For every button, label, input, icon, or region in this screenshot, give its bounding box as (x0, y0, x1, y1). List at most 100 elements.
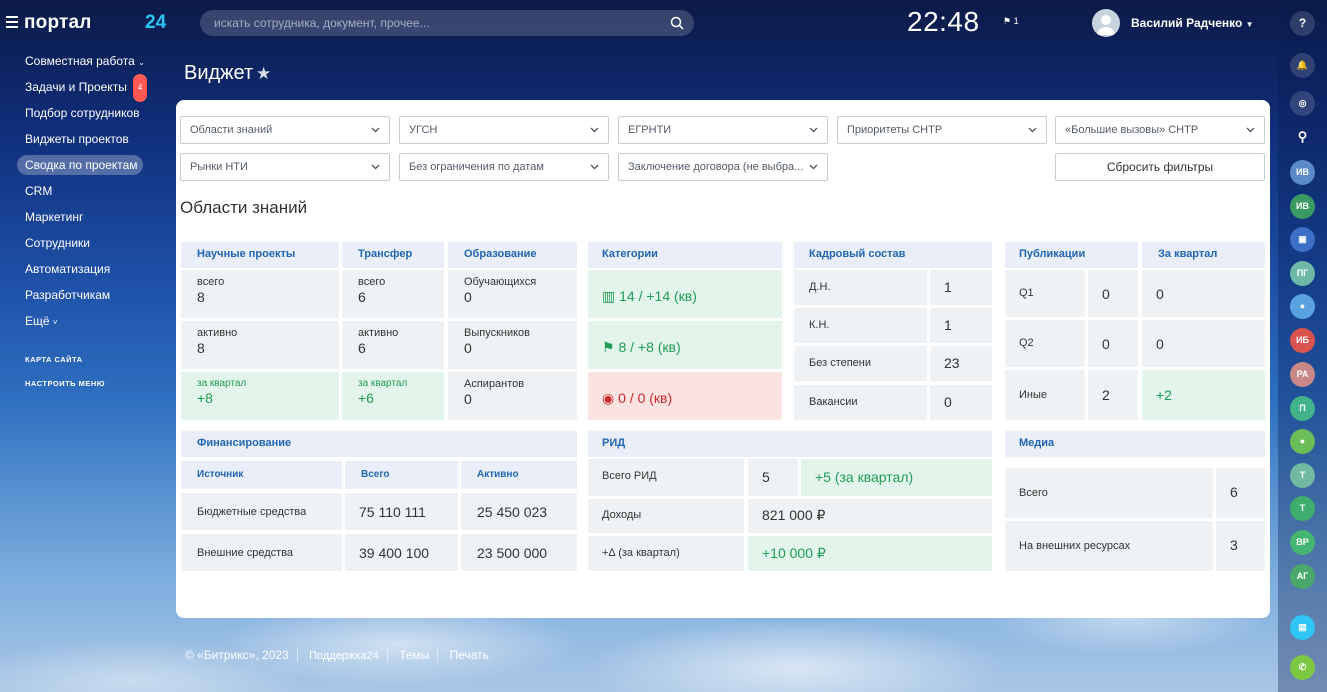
contact-avatar[interactable]: П (1290, 396, 1315, 421)
transfer-quarter-label: за квартал (358, 378, 408, 389)
staff-value: 1 (930, 270, 992, 305)
sidebar-item-more[interactable]: Ещё ˅ (0, 308, 175, 334)
staff-label: Без степени (794, 346, 927, 381)
finance-source: Внешние средства (181, 534, 342, 571)
favorite-star-icon[interactable]: ★ (256, 64, 272, 83)
pubs-quarter-value: +2 (1142, 370, 1265, 420)
phone-icon[interactable]: ✆ (1290, 655, 1315, 680)
education-graduates-value: 0 (464, 340, 472, 356)
rid-delta-value: +10 000 ₽ (762, 545, 826, 561)
science-quarter-value: +8 (197, 390, 213, 406)
flag-count: 1 (1013, 16, 1019, 26)
pubs-value: 0 (1088, 320, 1138, 367)
science-total-cell: всего 8 (181, 270, 339, 318)
contact-avatar[interactable]: ИБ (1290, 328, 1315, 353)
user-avatar[interactable] (1092, 9, 1120, 37)
filter-dates[interactable]: Без ограничения по датам (399, 153, 609, 181)
divider (437, 648, 439, 662)
sidebar-item-employees[interactable]: Сотрудники (0, 230, 175, 256)
finance-active: 25 450 023 (461, 493, 577, 530)
education-graduates-label: Выпускников (464, 327, 531, 339)
science-active-label: активно (197, 327, 238, 339)
print-link[interactable]: Печать (449, 648, 489, 662)
contact-avatar[interactable]: ИВ (1290, 194, 1315, 219)
search-box[interactable] (200, 10, 694, 36)
filter-egrnti[interactable]: ЕГРНТИ (618, 116, 828, 144)
finance-col-source: Источник (181, 461, 342, 489)
chevron-down-icon (1246, 127, 1255, 133)
filter-contract[interactable]: Заключение договора (не выбра... (618, 153, 828, 181)
group-icon[interactable]: ● (1290, 429, 1315, 454)
sidebar-item-label: Автоматизация (25, 262, 111, 276)
divider (386, 648, 388, 662)
sidebar-item-label: Маркетинг (25, 210, 84, 224)
footer: © «Битрикс», 2023 Поддержка24 Темы Печат… (185, 648, 497, 662)
chevron-down-icon (371, 164, 380, 170)
sitemap-link[interactable]: КАРТА САЙТА (25, 355, 83, 364)
filter-nti-markets[interactable]: Рынки НТИ (180, 153, 390, 181)
filter-big-challenges[interactable]: «Большие вызовы» СНТР (1055, 116, 1265, 144)
transfer-active-value: 6 (358, 340, 366, 356)
filter-ugsn[interactable]: УГСН (399, 116, 609, 144)
sidebar-item-automation[interactable]: Автоматизация (0, 256, 175, 282)
category-green-1: ▥ 14 / +14 (кв) (588, 270, 782, 318)
themes-link[interactable]: Темы (399, 648, 430, 662)
media-header: Медиа (1005, 431, 1265, 457)
sidebar-item-summary[interactable]: Сводка по проектам (0, 152, 175, 178)
sidebar-item-marketing[interactable]: Маркетинг (0, 204, 175, 230)
sidebar-item-label: Совместная работа (25, 54, 135, 68)
flag-indicator[interactable]: ⚑ 1 (1003, 16, 1019, 27)
counter-badge: 4 (132, 74, 148, 102)
staff-label: Вакансии (794, 385, 927, 420)
support-link[interactable]: Поддержка24 (309, 650, 379, 662)
chevron-down-icon (809, 127, 818, 133)
user-name[interactable]: Василий Радченко ▼ (1131, 16, 1254, 30)
contact-avatar[interactable]: Т (1290, 463, 1315, 488)
search-input[interactable] (200, 10, 694, 36)
sidebar-item-developers[interactable]: Разработчикам (0, 282, 175, 308)
group-icon[interactable]: ● (1290, 294, 1315, 319)
rid-label: +Δ (за квартал) (588, 536, 744, 571)
search-icon[interactable]: ⚲ (1297, 129, 1308, 144)
menu-icon[interactable] (6, 16, 18, 28)
science-total-value: 8 (197, 289, 205, 305)
education-postgrad-cell: Аспирантов 0 (448, 372, 577, 420)
filter-sntr-priorities[interactable]: Приоритеты СНТР (837, 116, 1047, 144)
staff-header: Кадровый состав (794, 242, 992, 268)
science-active-value: 8 (197, 340, 205, 356)
category-red: ◉ 0 / 0 (кв) (588, 372, 782, 420)
portal-logo-24[interactable]: 24 (145, 12, 167, 33)
filter-label: «Большие вызовы» СНТР (1065, 124, 1199, 136)
pubs-header: Публикации (1005, 242, 1138, 268)
sidebar-item-hiring[interactable]: Подбор сотрудников (0, 100, 175, 126)
contact-avatar[interactable]: ИВ (1290, 160, 1315, 185)
filter-label: УГСН (409, 124, 438, 136)
right-panel: ? 🔔 ◎ ⚲ ИВ ИВ ▣ ПГ ● ИБ РА П ● Т Т ВР АГ… (1278, 0, 1327, 692)
sidebar-item-tasks[interactable]: Задачи и Проекты 4 (0, 74, 175, 102)
contacts-icon[interactable]: ▤ (1290, 615, 1315, 640)
filter-knowledge-areas[interactable]: Области знаний (180, 116, 390, 144)
contact-avatar[interactable]: ВР (1290, 530, 1315, 555)
sidebar-item-crm[interactable]: CRM (0, 178, 175, 204)
search-icon[interactable] (670, 16, 684, 30)
transfer-quarter-cell: за квартал +6 (342, 372, 444, 420)
sidebar-item-widgets[interactable]: Виджеты проектов (0, 126, 175, 152)
reset-filters-button[interactable]: Сбросить фильтры (1055, 153, 1265, 181)
chat-icon[interactable]: ◎ (1290, 91, 1315, 116)
finance-source: Бюджетные средства (181, 493, 342, 530)
configure-menu-link[interactable]: НАСТРОИТЬ МЕНЮ (25, 379, 106, 388)
group-chat-icon[interactable]: ▣ (1290, 227, 1315, 252)
sidebar-item-collab[interactable]: Совместная работа ⌄ (0, 48, 175, 74)
portal-logo[interactable]: портал (24, 12, 92, 33)
contact-avatar[interactable]: Т (1290, 496, 1315, 521)
contact-avatar[interactable]: ПГ (1290, 261, 1315, 286)
contact-avatar[interactable]: РА (1290, 362, 1315, 387)
staff-label: Д.Н. (794, 270, 927, 305)
contact-avatar[interactable]: АГ (1290, 564, 1315, 589)
bell-icon[interactable]: 🔔 (1290, 53, 1315, 78)
transfer-active-cell: активно 6 (342, 321, 444, 369)
help-icon[interactable]: ? (1290, 11, 1315, 36)
media-value: 3 (1216, 521, 1265, 571)
category-green-2: ⚑ 8 / +8 (кв) (588, 321, 782, 369)
staff-value: 23 (930, 346, 992, 381)
